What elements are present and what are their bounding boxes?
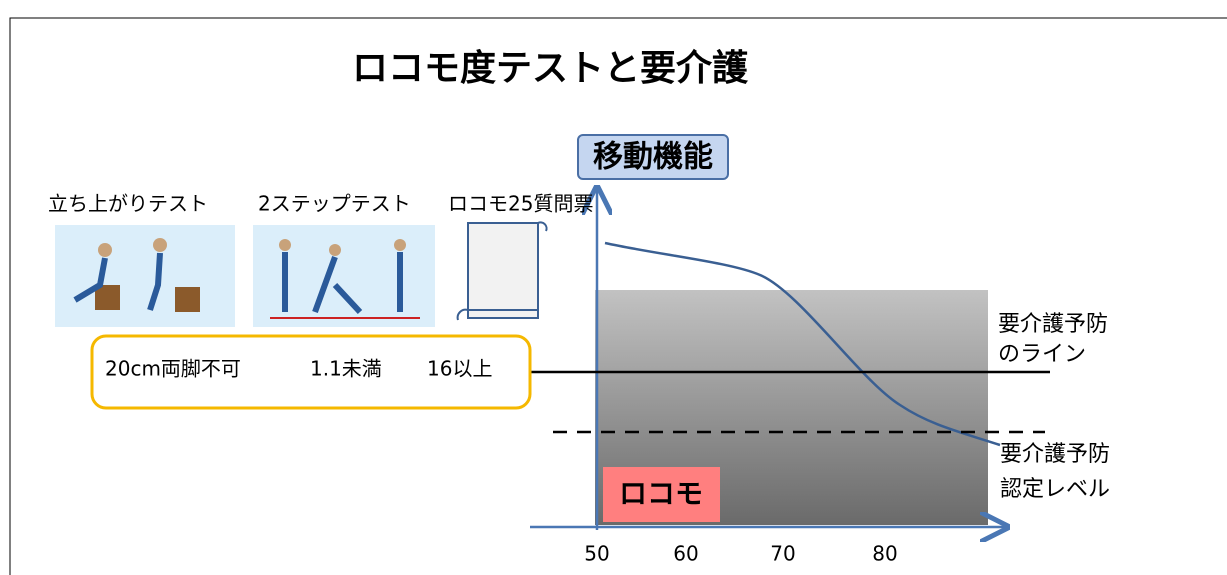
locomo-box [603,467,720,522]
x-tick-label: 80 [872,542,897,566]
y-axis-label-box [577,134,729,180]
function-curve [604,241,1001,447]
x-tick-label: 60 [673,542,698,566]
two-step-test-image [253,225,435,327]
certification-label: 要介護予防 [1000,442,1110,467]
criteria-box [90,334,532,410]
stand-up-test-image [55,225,235,327]
questionnaire-icon [456,221,548,321]
title: ロコモ度テストと要介護 [352,48,749,89]
locomo-label: ロコモ [619,477,703,510]
y-axis-label: 移動機能 [593,140,713,175]
test-criterion: 20cm両脚不可 [105,357,241,381]
test-name: ロコモ25質問票 [448,192,593,216]
x-tick-label: 50 [584,542,609,566]
x-tick-label: 70 [770,542,795,566]
test-criterion: 16以上 [427,357,492,381]
prevention-label: 要介護予防 [998,312,1108,337]
frame [9,17,1227,575]
test-criterion: 1.1未満 [310,357,382,381]
certification-label: 認定レベル [1000,477,1110,502]
test-name: 2ステップテスト [258,192,411,216]
prevention-label: のライン [998,342,1086,367]
test-name: 立ち上がりテスト [48,192,208,216]
